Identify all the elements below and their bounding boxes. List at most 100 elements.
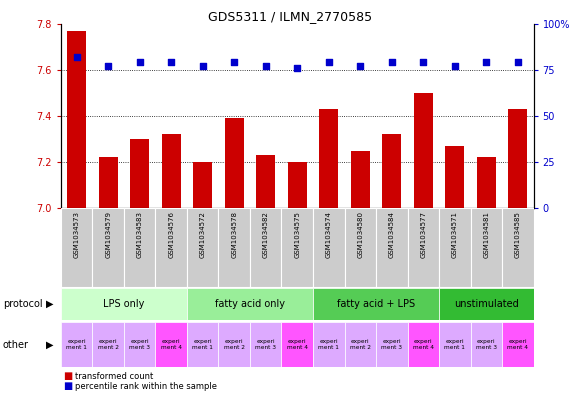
Text: fatty acid only: fatty acid only [215,299,285,309]
Text: GDS5311 / ILMN_2770585: GDS5311 / ILMN_2770585 [208,10,372,23]
Text: GSM1034584: GSM1034584 [389,211,395,257]
Bar [219,208,250,287]
Text: unstimulated: unstimulated [454,299,519,309]
Text: experi
ment 4: experi ment 4 [508,340,528,350]
Point [72,54,81,60]
Text: experi
ment 2: experi ment 2 [97,340,119,350]
Point [292,65,302,71]
Text: experi
ment 1: experi ment 1 [66,340,87,350]
Text: GSM1034575: GSM1034575 [294,211,300,257]
Bar [351,151,369,208]
Bar [193,162,212,208]
Text: GSM1034572: GSM1034572 [200,211,206,257]
Text: experi
ment 2: experi ment 2 [224,340,245,350]
Bar [345,322,376,367]
Bar [187,322,219,367]
Text: GSM1034580: GSM1034580 [357,211,363,258]
Bar [250,208,281,287]
Bar [345,208,376,287]
Text: protocol: protocol [3,299,42,309]
Point [450,63,459,69]
Bar [408,322,439,367]
Text: GSM1034582: GSM1034582 [263,211,269,257]
Bar [162,134,180,208]
Text: experi
ment 3: experi ment 3 [129,340,150,350]
Text: other: other [3,340,29,350]
Bar [225,118,244,208]
Point [230,59,239,66]
Text: GSM1034585: GSM1034585 [515,211,521,257]
Text: GSM1034579: GSM1034579 [105,211,111,258]
Point [103,63,113,69]
Text: GSM1034583: GSM1034583 [137,211,143,258]
Bar [382,134,401,208]
Bar [313,322,345,367]
Text: experi
ment 4: experi ment 4 [413,340,434,350]
Text: experi
ment 1: experi ment 1 [318,340,339,350]
Bar [408,208,439,287]
Bar [439,208,470,287]
Bar [99,158,118,208]
Bar [155,322,187,367]
Bar [187,208,219,287]
Text: experi
ment 3: experi ment 3 [381,340,403,350]
Point [166,59,176,66]
Bar [92,322,124,367]
Text: GSM1034571: GSM1034571 [452,211,458,258]
Point [481,59,491,66]
Bar [61,208,92,287]
Bar [313,288,439,320]
Text: GSM1034576: GSM1034576 [168,211,174,258]
Text: experi
ment 4: experi ment 4 [287,340,308,350]
Text: ▶: ▶ [46,340,53,350]
Bar [439,322,470,367]
Bar [67,31,86,208]
Bar [92,208,124,287]
Text: percentile rank within the sample: percentile rank within the sample [75,382,218,391]
Point [356,63,365,69]
Bar [155,208,187,287]
Bar [439,288,534,320]
Text: experi
ment 2: experi ment 2 [350,340,371,350]
Text: fatty acid + LPS: fatty acid + LPS [337,299,415,309]
Bar [124,322,155,367]
Bar [256,155,275,208]
Text: experi
ment 4: experi ment 4 [161,340,182,350]
Bar [130,139,149,208]
Bar [509,109,527,208]
Text: experi
ment 3: experi ment 3 [255,340,276,350]
Bar [376,322,408,367]
Text: GSM1034581: GSM1034581 [483,211,490,258]
Point [198,63,208,69]
Point [135,59,144,66]
Bar [313,208,345,287]
Text: GSM1034574: GSM1034574 [326,211,332,257]
Point [387,59,396,66]
Text: experi
ment 1: experi ment 1 [444,340,465,350]
Text: experi
ment 3: experi ment 3 [476,340,497,350]
Text: ▶: ▶ [46,299,53,309]
Point [261,63,270,69]
Bar [281,208,313,287]
Point [419,59,428,66]
Bar [219,322,250,367]
Bar [445,146,464,208]
Bar [477,158,496,208]
Text: ■: ■ [63,381,72,391]
Text: ■: ■ [63,371,72,382]
Bar [61,322,92,367]
Point [324,59,334,66]
Bar [502,208,534,287]
Bar [414,93,433,208]
Bar [502,322,534,367]
Bar [61,288,187,320]
Bar [124,208,155,287]
Bar [376,208,408,287]
Text: GSM1034577: GSM1034577 [420,211,426,258]
Text: GSM1034573: GSM1034573 [74,211,79,258]
Bar [470,208,502,287]
Bar [187,288,313,320]
Text: GSM1034578: GSM1034578 [231,211,237,258]
Point [513,59,523,66]
Bar [320,109,338,208]
